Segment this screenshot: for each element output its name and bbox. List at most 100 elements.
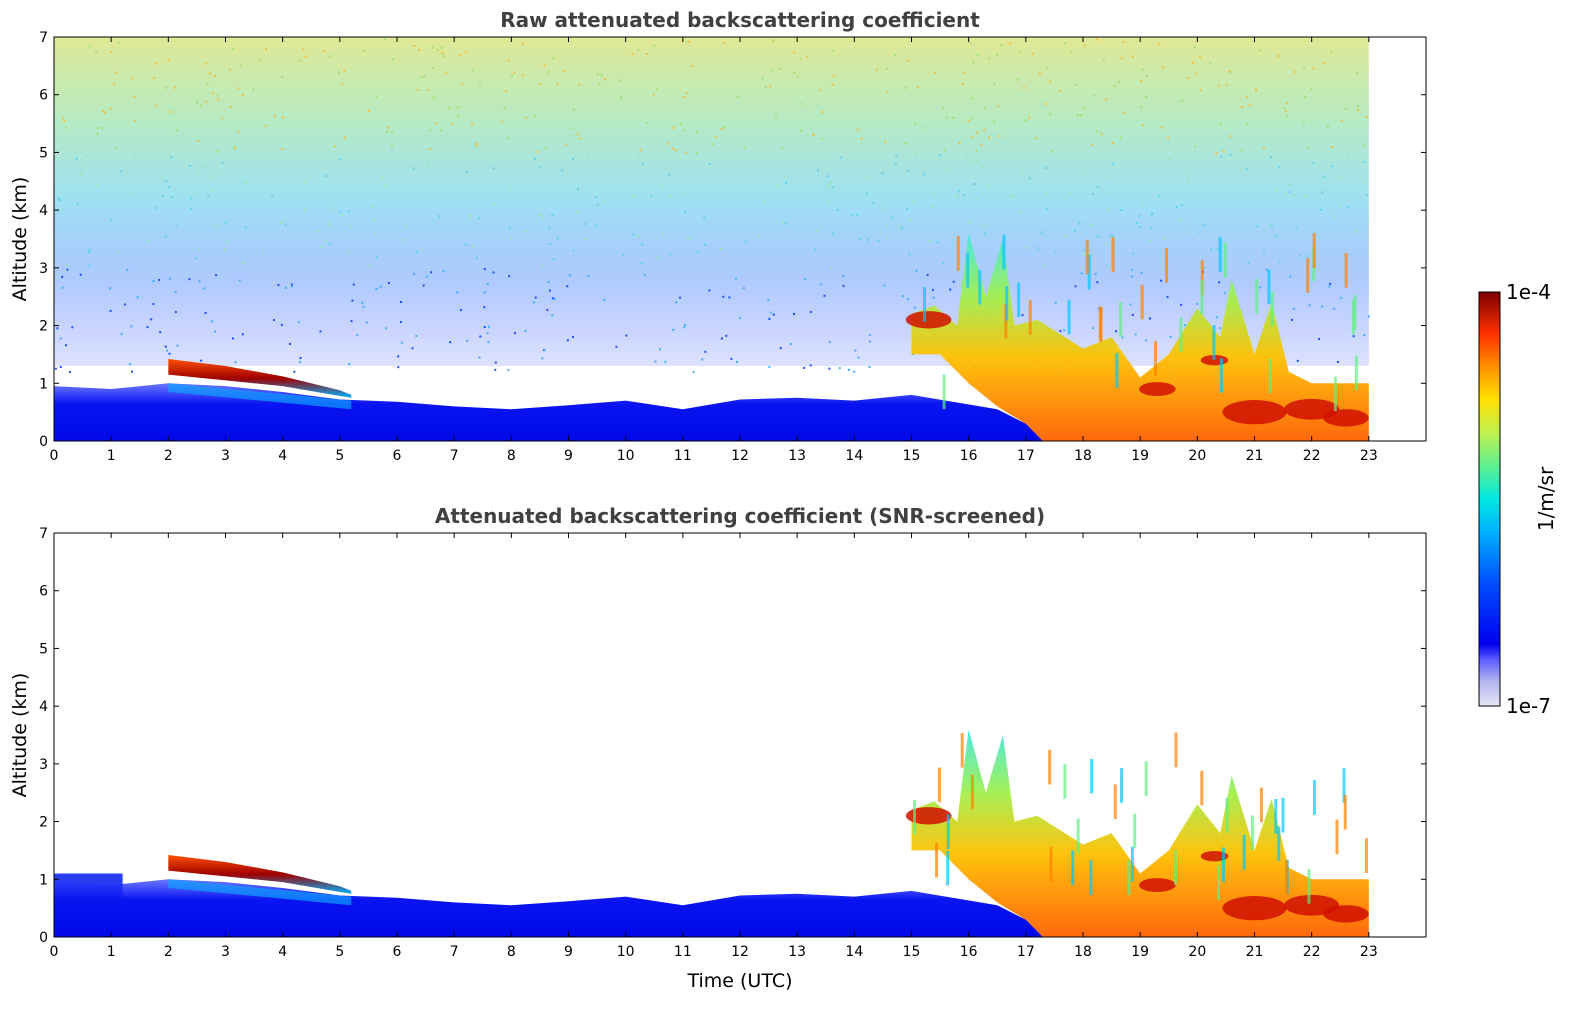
- noise-speckle: [743, 146, 746, 149]
- noise-speckle: [197, 248, 200, 251]
- noise-speckle: [501, 120, 504, 123]
- noise-speckle: [1187, 180, 1190, 183]
- heatmap-raw: [54, 37, 1370, 441]
- panel-title-screened: Attenuated backscattering coefficient (S…: [435, 504, 1045, 528]
- y-tick-label: 1: [39, 872, 48, 888]
- noise-speckle: [1346, 154, 1349, 157]
- noise-speckle: [652, 93, 655, 96]
- noise-speckle: [1312, 67, 1315, 70]
- noise-speckle: [1229, 153, 1232, 156]
- noise-speckle: [931, 288, 934, 291]
- cloud-streak: [1119, 768, 1123, 803]
- noise-speckle: [146, 326, 149, 329]
- noise-speckle: [1310, 88, 1313, 91]
- noise-speckle: [133, 95, 136, 98]
- noise-speckle: [596, 73, 599, 76]
- cloud-streak: [935, 842, 939, 878]
- x-tick-label: 23: [1360, 944, 1378, 960]
- noise-speckle: [709, 158, 712, 161]
- noise-speckle: [339, 158, 342, 161]
- noise-speckle: [441, 51, 444, 54]
- noise-speckle: [1363, 334, 1366, 337]
- noise-speckle: [1059, 329, 1062, 332]
- noise-speckle: [237, 87, 240, 90]
- noise-speckle: [280, 222, 283, 225]
- noise-speckle: [537, 150, 540, 153]
- noise-speckle: [669, 253, 672, 256]
- noise-speckle: [541, 265, 544, 268]
- noise-speckle: [415, 334, 418, 337]
- noise-speckle: [234, 147, 237, 150]
- noise-speckle: [598, 83, 601, 86]
- noise-speckle: [471, 245, 474, 248]
- noise-speckle: [684, 151, 687, 154]
- noise-speckle: [232, 48, 235, 51]
- noise-speckle: [205, 100, 208, 103]
- x-tick-label: 18: [1074, 448, 1092, 464]
- cloud-core: [1323, 905, 1369, 923]
- noise-speckle: [225, 241, 228, 244]
- cloud-streak: [1140, 284, 1144, 320]
- noise-speckle: [988, 136, 991, 139]
- noise-speckle: [1304, 195, 1307, 198]
- noise-speckle: [690, 236, 693, 239]
- y-tick-label: 0: [39, 930, 48, 946]
- noise-speckle: [165, 86, 168, 89]
- noise-speckle: [769, 85, 772, 88]
- noise-speckle: [280, 323, 283, 326]
- noise-speckle: [1352, 335, 1355, 338]
- noise-speckle: [915, 269, 918, 272]
- cloud-streak: [1085, 239, 1089, 275]
- noise-speckle: [1102, 59, 1105, 62]
- noise-speckle: [494, 368, 497, 371]
- noise-speckle: [216, 94, 219, 97]
- colorbar: 1e-4 1e-7 1/m/sr: [1478, 280, 1558, 718]
- noise-speckle: [158, 278, 161, 281]
- noise-speckle: [572, 158, 575, 161]
- noise-field: [54, 37, 1369, 366]
- noise-speckle: [487, 325, 490, 328]
- noise-speckle: [831, 232, 834, 235]
- noise-speckle: [703, 243, 706, 246]
- noise-speckle: [155, 62, 158, 65]
- x-tick-label: 1: [107, 448, 116, 464]
- noise-speckle: [1303, 67, 1306, 70]
- x-tick-label: 11: [674, 448, 692, 464]
- noise-speckle: [962, 71, 965, 74]
- noise-speckle: [390, 131, 393, 134]
- noise-speckle: [521, 73, 524, 76]
- noise-speckle: [217, 172, 220, 175]
- noise-speckle: [587, 275, 590, 278]
- noise-speckle: [1142, 204, 1145, 207]
- noise-speckle: [867, 176, 870, 179]
- noise-speckle: [1210, 248, 1213, 251]
- noise-speckle: [1246, 123, 1249, 126]
- noise-speckle: [429, 129, 432, 132]
- noise-speckle: [686, 40, 689, 43]
- noise-speckle: [438, 215, 441, 218]
- noise-speckle: [1058, 89, 1061, 92]
- noise-speckle: [164, 235, 167, 238]
- noise-speckle: [1134, 333, 1137, 336]
- x-tick-label: 1: [107, 944, 116, 960]
- noise-speckle: [1151, 211, 1154, 214]
- noise-speckle: [704, 350, 707, 353]
- noise-speckle: [1113, 85, 1116, 88]
- noise-speckle: [936, 241, 939, 244]
- noise-speckle: [548, 289, 551, 292]
- noise-speckle: [1145, 74, 1148, 77]
- noise-speckle: [744, 240, 747, 243]
- noise-speckle: [728, 296, 731, 299]
- noise-speckle: [224, 221, 227, 224]
- noise-speckle: [190, 207, 193, 210]
- noise-speckle: [113, 82, 116, 85]
- noise-speckle: [71, 326, 74, 329]
- noise-speckle: [965, 156, 968, 159]
- noise-speckle: [972, 161, 975, 164]
- noise-speckle: [189, 165, 192, 168]
- noise-speckle: [637, 48, 640, 51]
- noise-speckle: [324, 239, 327, 242]
- noise-speckle: [742, 287, 745, 290]
- noise-speckle: [416, 88, 419, 91]
- x-tick-label: 9: [564, 448, 573, 464]
